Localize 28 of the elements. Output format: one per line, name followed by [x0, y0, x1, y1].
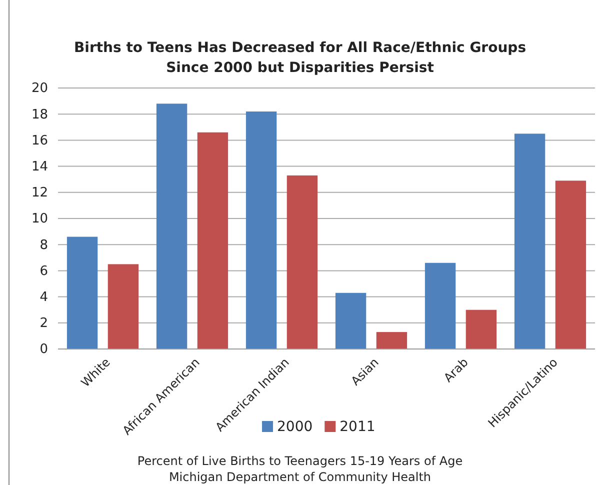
y-tick-label: 10	[31, 212, 48, 227]
bar	[514, 134, 546, 349]
y-tick-label: 16	[31, 133, 48, 148]
bar	[156, 104, 188, 349]
y-tick-label: 12	[31, 186, 48, 201]
y-tick-label: 18	[31, 107, 48, 122]
legend-label: 2011	[340, 419, 376, 435]
bar	[108, 264, 139, 349]
bar	[335, 292, 366, 349]
y-tick-label: 4	[40, 290, 48, 305]
bar	[197, 132, 228, 349]
bar	[555, 180, 586, 349]
bar	[376, 332, 408, 349]
y-tick-label: 14	[31, 159, 48, 174]
chart-title: Births to Teens Has Decreased for All Race/Ethnic Groups Since 2000 but Disparities Persist	[74, 40, 526, 76]
y-tick-label: 0	[40, 342, 48, 358]
bar	[246, 111, 277, 349]
bar	[286, 175, 318, 349]
y-tick-label: 2	[40, 316, 48, 332]
text: Michigan Department of Community Health	[168, 470, 432, 484]
y-tick-label: 20	[31, 81, 48, 96]
x-axis-title: Percent of Live Births to Teenagers 15-19 Years of Age	[137, 454, 463, 468]
y-tick-label: 6	[40, 264, 48, 279]
bar	[466, 310, 497, 349]
legend-label: 2000	[277, 419, 313, 435]
bar	[66, 236, 98, 349]
bar	[424, 262, 456, 349]
y-tick-label: 8	[40, 238, 48, 253]
